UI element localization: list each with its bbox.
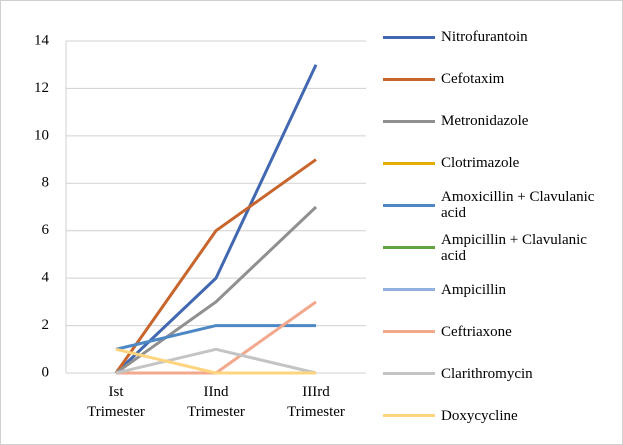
y-tick-label: 8 <box>42 175 50 191</box>
legend-label: Ampicillin <box>441 281 506 298</box>
legend-swatch <box>383 77 435 81</box>
legend-label: Ceftriaxone <box>441 323 512 340</box>
y-tick-label: 0 <box>42 364 50 380</box>
legend-label: Doxycycline <box>441 407 518 424</box>
legend-label: Metronidazole <box>441 113 529 130</box>
legend-label: Nitrofurantoin <box>441 29 528 45</box>
legend-swatch <box>383 246 435 249</box>
legend-swatch <box>383 414 435 418</box>
legend-swatch <box>383 119 435 123</box>
legend-swatch <box>383 35 435 39</box>
series-line <box>115 347 316 375</box>
x-tick-label: Ist Trimester <box>87 384 145 420</box>
x-tick-label: IIIrd Trimester <box>287 384 345 420</box>
legend-label: Clarithromycin <box>441 365 533 382</box>
legend-label: Ampicillin + Clavulanic acid <box>441 231 587 264</box>
series-line <box>115 347 317 375</box>
legend-swatch <box>383 330 435 334</box>
y-tick-label: 4 <box>42 270 50 286</box>
series-line <box>115 205 318 375</box>
legend-swatch <box>383 288 435 292</box>
legend-swatch <box>383 203 435 207</box>
y-tick-label: 14 <box>34 32 50 48</box>
y-tick-label: 6 <box>42 222 50 238</box>
x-tick-label: IInd Trimester <box>187 384 245 420</box>
y-tick-label: 12 <box>34 80 49 96</box>
legend-label: Cefotaxim <box>441 71 505 88</box>
legend-swatch <box>383 372 435 376</box>
y-tick-label: 2 <box>42 317 50 333</box>
series-line <box>114 158 317 374</box>
legend-swatch <box>383 161 435 165</box>
y-tick-label: 10 <box>34 127 49 143</box>
legend-label: Amoxicillin + Clavulanic acid <box>441 189 595 222</box>
legend-label: Clotrimazole <box>441 155 520 172</box>
series-line <box>116 300 317 375</box>
